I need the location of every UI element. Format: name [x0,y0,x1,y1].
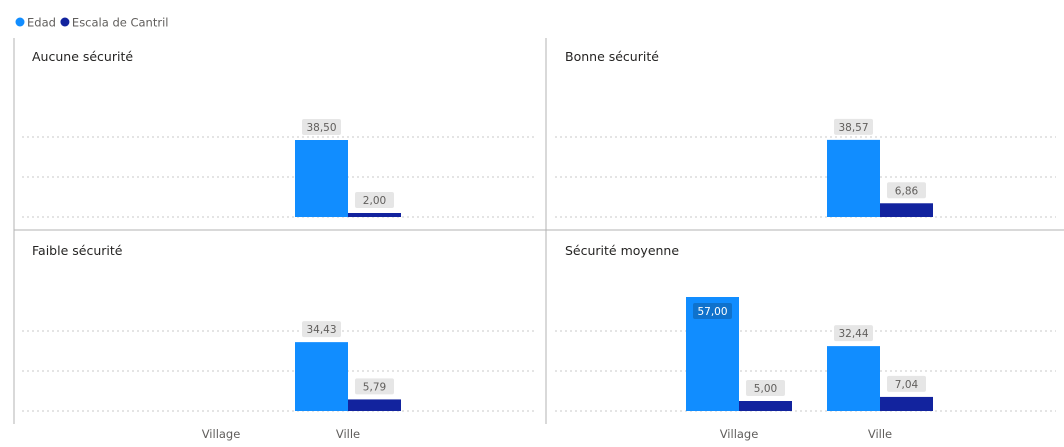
panel-1: Aucune sécurité 38,50 2,00 [22,49,537,218]
data-label-text: 38,50 [306,122,336,134]
panel-title: Bonne sécurité [565,49,659,64]
bar-cantril-village[interactable] [739,401,792,411]
data-label: 38,57 [834,118,873,135]
data-label-bg [887,182,926,199]
bar-edad-ville[interactable] [295,342,348,411]
data-label-bg [834,118,873,135]
x-tick-label: Village [202,427,241,441]
legend-item-edad[interactable]: Edad [15,16,56,30]
bar-cantril-ville[interactable] [880,396,933,411]
data-label: 57,00 [693,303,732,319]
x-axis: Village Ville Village Ville [202,427,892,441]
data-label-text: 6,86 [895,185,919,197]
data-label-text: 2,00 [363,195,386,207]
panel-title: Sécurité moyenne [565,243,679,258]
data-label-bg [887,375,926,392]
data-label-bg [834,325,873,342]
bar-cantril-ville[interactable] [348,213,401,217]
data-label: 38,50 [302,119,341,135]
data-label-bg [355,378,394,395]
data-label: 2,00 [355,192,394,208]
bar-edad-ville[interactable] [295,140,348,217]
data-label-text: 38,57 [838,122,868,134]
bar-cantril-ville[interactable] [348,399,401,411]
data-label-bg [302,119,341,135]
data-label-text: 7,04 [895,379,919,391]
legend-marker [15,17,25,27]
data-label: 7,04 [887,375,926,392]
data-label: 5,79 [355,378,394,395]
data-label-bg [302,321,341,338]
data-label: 6,86 [887,182,926,199]
legend-label: Edad [27,16,56,30]
data-label-text: 32,44 [838,328,868,340]
panel-title: Aucune sécurité [32,49,133,64]
panel-4: Sécurité moyenne 57,00 5,00 32,44 7,04 [555,243,1056,412]
bar-edad-ville[interactable] [827,139,880,217]
panel-2: Bonne sécurité 38,57 6,86 [555,49,1056,218]
legend-item-cantril[interactable]: Escala de Cantril [60,16,168,30]
data-label: 5,00 [746,380,785,396]
panel-title: Faible sécurité [32,243,123,258]
x-tick-label: Ville [336,427,360,441]
data-label-bg [746,380,785,396]
panel-3: Faible sécurité 34,43 5,79 [22,243,537,412]
x-tick-label: Village [720,427,759,441]
legend-label: Escala de Cantril [72,16,169,30]
data-label-text: 5,00 [754,383,777,395]
data-label-text: 34,43 [306,324,336,336]
bar-cantril-ville[interactable] [880,203,933,217]
data-label-bg [693,303,732,319]
x-tick-label: Ville [868,427,892,441]
data-label-bg [355,192,394,208]
data-label-text: 57,00 [697,306,727,318]
data-label: 32,44 [834,325,873,342]
legend[interactable]: Edad Escala de Cantril [15,16,169,30]
data-label-text: 5,79 [363,381,386,393]
panel-dividers [13,38,1064,424]
legend-marker [60,17,70,27]
data-label: 34,43 [302,321,341,338]
bar-edad-ville[interactable] [827,346,880,411]
